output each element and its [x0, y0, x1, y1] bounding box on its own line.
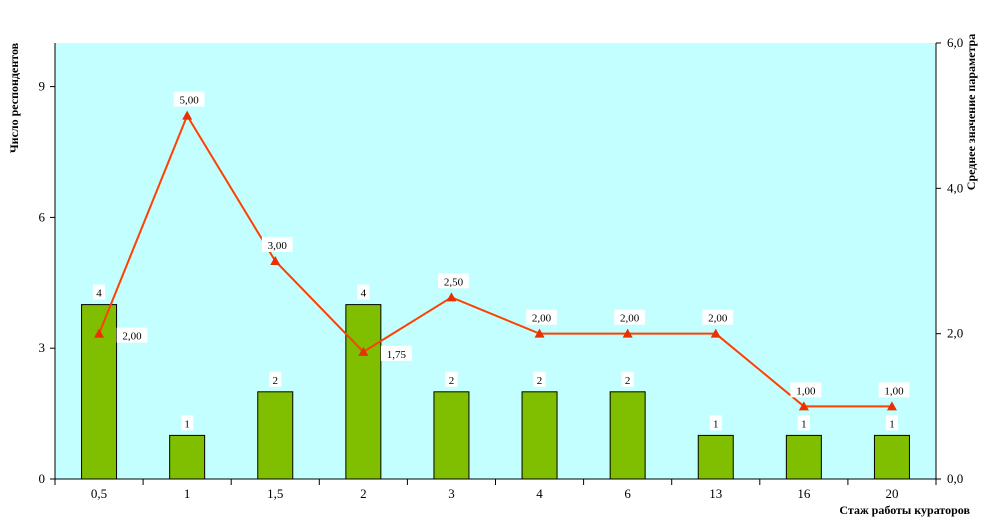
bar-value-label: 1: [889, 418, 895, 430]
x-tick-label: 16: [797, 486, 811, 501]
bar-8: [785, 434, 822, 480]
x-tick-label: 13: [709, 486, 722, 501]
left-tick-label: 9: [39, 79, 46, 94]
left-tick-label: 0: [39, 471, 46, 486]
line-marker-5: [534, 328, 545, 338]
line-marker-7: [710, 328, 721, 338]
bar-1: [169, 434, 206, 480]
axes: 0 3 6 9 0,0 2,0 4,0 6,0 0,5 1 1,5 2 3 4 6 13 16 20: [39, 35, 964, 501]
line-value-label-box: [790, 382, 822, 398]
line-series: [94, 110, 897, 411]
left-tick-label: 6: [39, 209, 46, 224]
line-value-label-box: [526, 309, 557, 325]
bar-value-label: 1: [801, 418, 807, 430]
bar-value-label: 2: [449, 375, 455, 387]
line-marker-4: [446, 292, 457, 302]
x-axis-title: Стаж работы кураторов: [839, 503, 970, 517]
bar-value-label-box: [621, 371, 634, 387]
right-tick-label: 2,0: [947, 326, 963, 341]
x-tick-label: 20: [885, 486, 898, 501]
bar-value-label: 4: [96, 288, 102, 300]
bar-value-label-box: [709, 415, 722, 431]
left-tick-label: 3: [39, 340, 46, 355]
bar-value-label: 1: [184, 418, 190, 430]
bar-3: [345, 304, 382, 480]
line-value-label: 2,00: [708, 313, 728, 325]
bar-value-label: 2: [273, 375, 279, 387]
left-axis-title: Число респондентов: [7, 42, 21, 153]
right-axis-title: Среднее значение параметра: [964, 34, 978, 190]
plot-area: [55, 43, 936, 479]
bar-value-label-box: [533, 371, 546, 387]
bar-value-label: 1: [713, 418, 719, 430]
line-marker-6: [622, 328, 633, 338]
bar-6: [609, 391, 646, 480]
bar-value-label-box: [797, 415, 810, 431]
bar-value-label-box: [885, 415, 899, 431]
right-tick-label: 4,0: [947, 180, 963, 195]
data-labels: 4 1 2 4 2 2 2 1 1 1 2,00 5,00 3,00 1,75 2,50 2,00 2,00 2,…: [92, 91, 910, 431]
line-value-label: 1,00: [884, 385, 904, 397]
x-tick-label: 1: [184, 486, 191, 501]
line-value-label-box: [878, 382, 910, 398]
line-value-label: 1,75: [387, 349, 407, 361]
x-tick-label: 2: [360, 486, 367, 501]
bar-value-label-box: [181, 415, 194, 431]
bar-value-label-box: [357, 284, 370, 300]
x-tick-label: 4: [536, 486, 543, 501]
line-marker-9: [886, 401, 897, 411]
line-value-label-box: [702, 309, 734, 325]
bar-series: [81, 304, 910, 480]
x-tick-label: 3: [448, 486, 455, 501]
line-value-label: 2,00: [620, 313, 640, 325]
line-value-label-box: [614, 309, 646, 325]
x-tick-label: 0,5: [91, 486, 107, 501]
line-value-label-box: [116, 327, 148, 343]
line-value-label: 2,50: [444, 276, 464, 288]
bar-2: [257, 391, 294, 480]
bar-value-label-box: [92, 284, 106, 300]
line-value-label-box: [261, 237, 293, 252]
line-value-label: 5,00: [180, 95, 200, 107]
line-marker-8: [798, 401, 809, 411]
line-marker-2: [270, 256, 281, 265]
line-value-label-box: [380, 345, 412, 361]
line-value-label-box: [173, 91, 205, 107]
line-value-label: 1,00: [796, 385, 816, 397]
average-line: [98, 113, 892, 408]
bar-7: [697, 434, 734, 480]
bar-value-label: 2: [537, 375, 543, 387]
line-value-label-box: [438, 273, 469, 289]
line-marker-3: [358, 346, 369, 356]
bar-9: [873, 434, 910, 480]
bar-value-label: 4: [361, 288, 367, 300]
line-value-label: 2,00: [122, 331, 142, 343]
bar-value-label: 2: [625, 375, 631, 387]
bar-value-label-box: [269, 371, 282, 387]
bar-5: [521, 391, 558, 480]
bar-4: [433, 391, 470, 480]
line-marker-1: [182, 110, 193, 120]
line-value-label: 3,00: [268, 240, 288, 252]
right-tick-label: 6,0: [947, 35, 963, 50]
x-tick-label: 1,5: [267, 486, 283, 501]
bar-value-label-box: [445, 371, 458, 387]
x-tick-label: 6: [624, 486, 631, 501]
line-value-label: 2,00: [532, 313, 552, 325]
right-tick-label: 0,0: [947, 471, 963, 486]
line-marker-0: [94, 328, 105, 338]
